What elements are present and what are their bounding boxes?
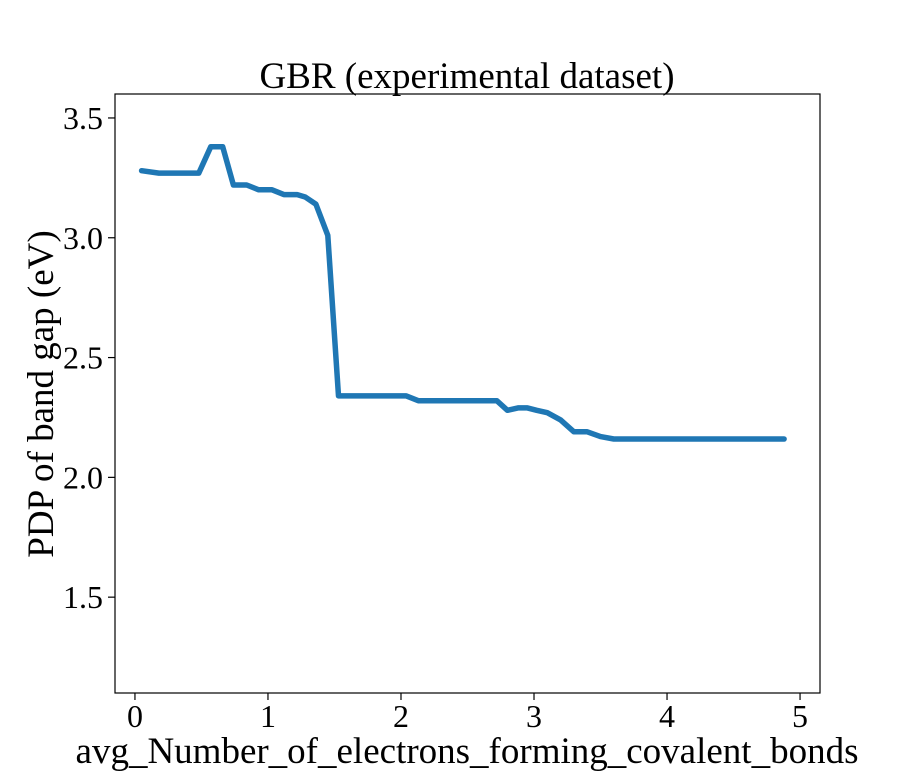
x-axis: 0 1 2 3 4 5	[127, 693, 808, 734]
x-tick-label: 0	[127, 698, 143, 734]
x-tick-label: 2	[393, 698, 409, 734]
x-axis-label: avg_Number_of_electrons_forming_covalent…	[76, 731, 859, 772]
x-tick-label: 1	[260, 698, 276, 734]
y-tick-label: 2.0	[63, 459, 103, 495]
x-tick-label: 4	[659, 698, 675, 734]
y-axis: 1.5 2.0 2.5 3.0 3.5	[63, 100, 115, 615]
y-axis-label: PDP of band gap (eV)	[21, 230, 62, 557]
x-tick-label: 5	[792, 698, 808, 734]
chart-title: GBR (experimental dataset)	[259, 56, 674, 97]
axes-frame	[114, 93, 821, 694]
series-line	[138, 143, 787, 442]
y-tick-label: 2.5	[63, 340, 103, 376]
y-tick-label: 3.5	[63, 100, 103, 136]
y-tick-label: 1.5	[63, 579, 103, 615]
y-tick-label: 3.0	[63, 220, 103, 256]
plot-area	[114, 93, 821, 694]
x-tick-label: 3	[526, 698, 542, 734]
